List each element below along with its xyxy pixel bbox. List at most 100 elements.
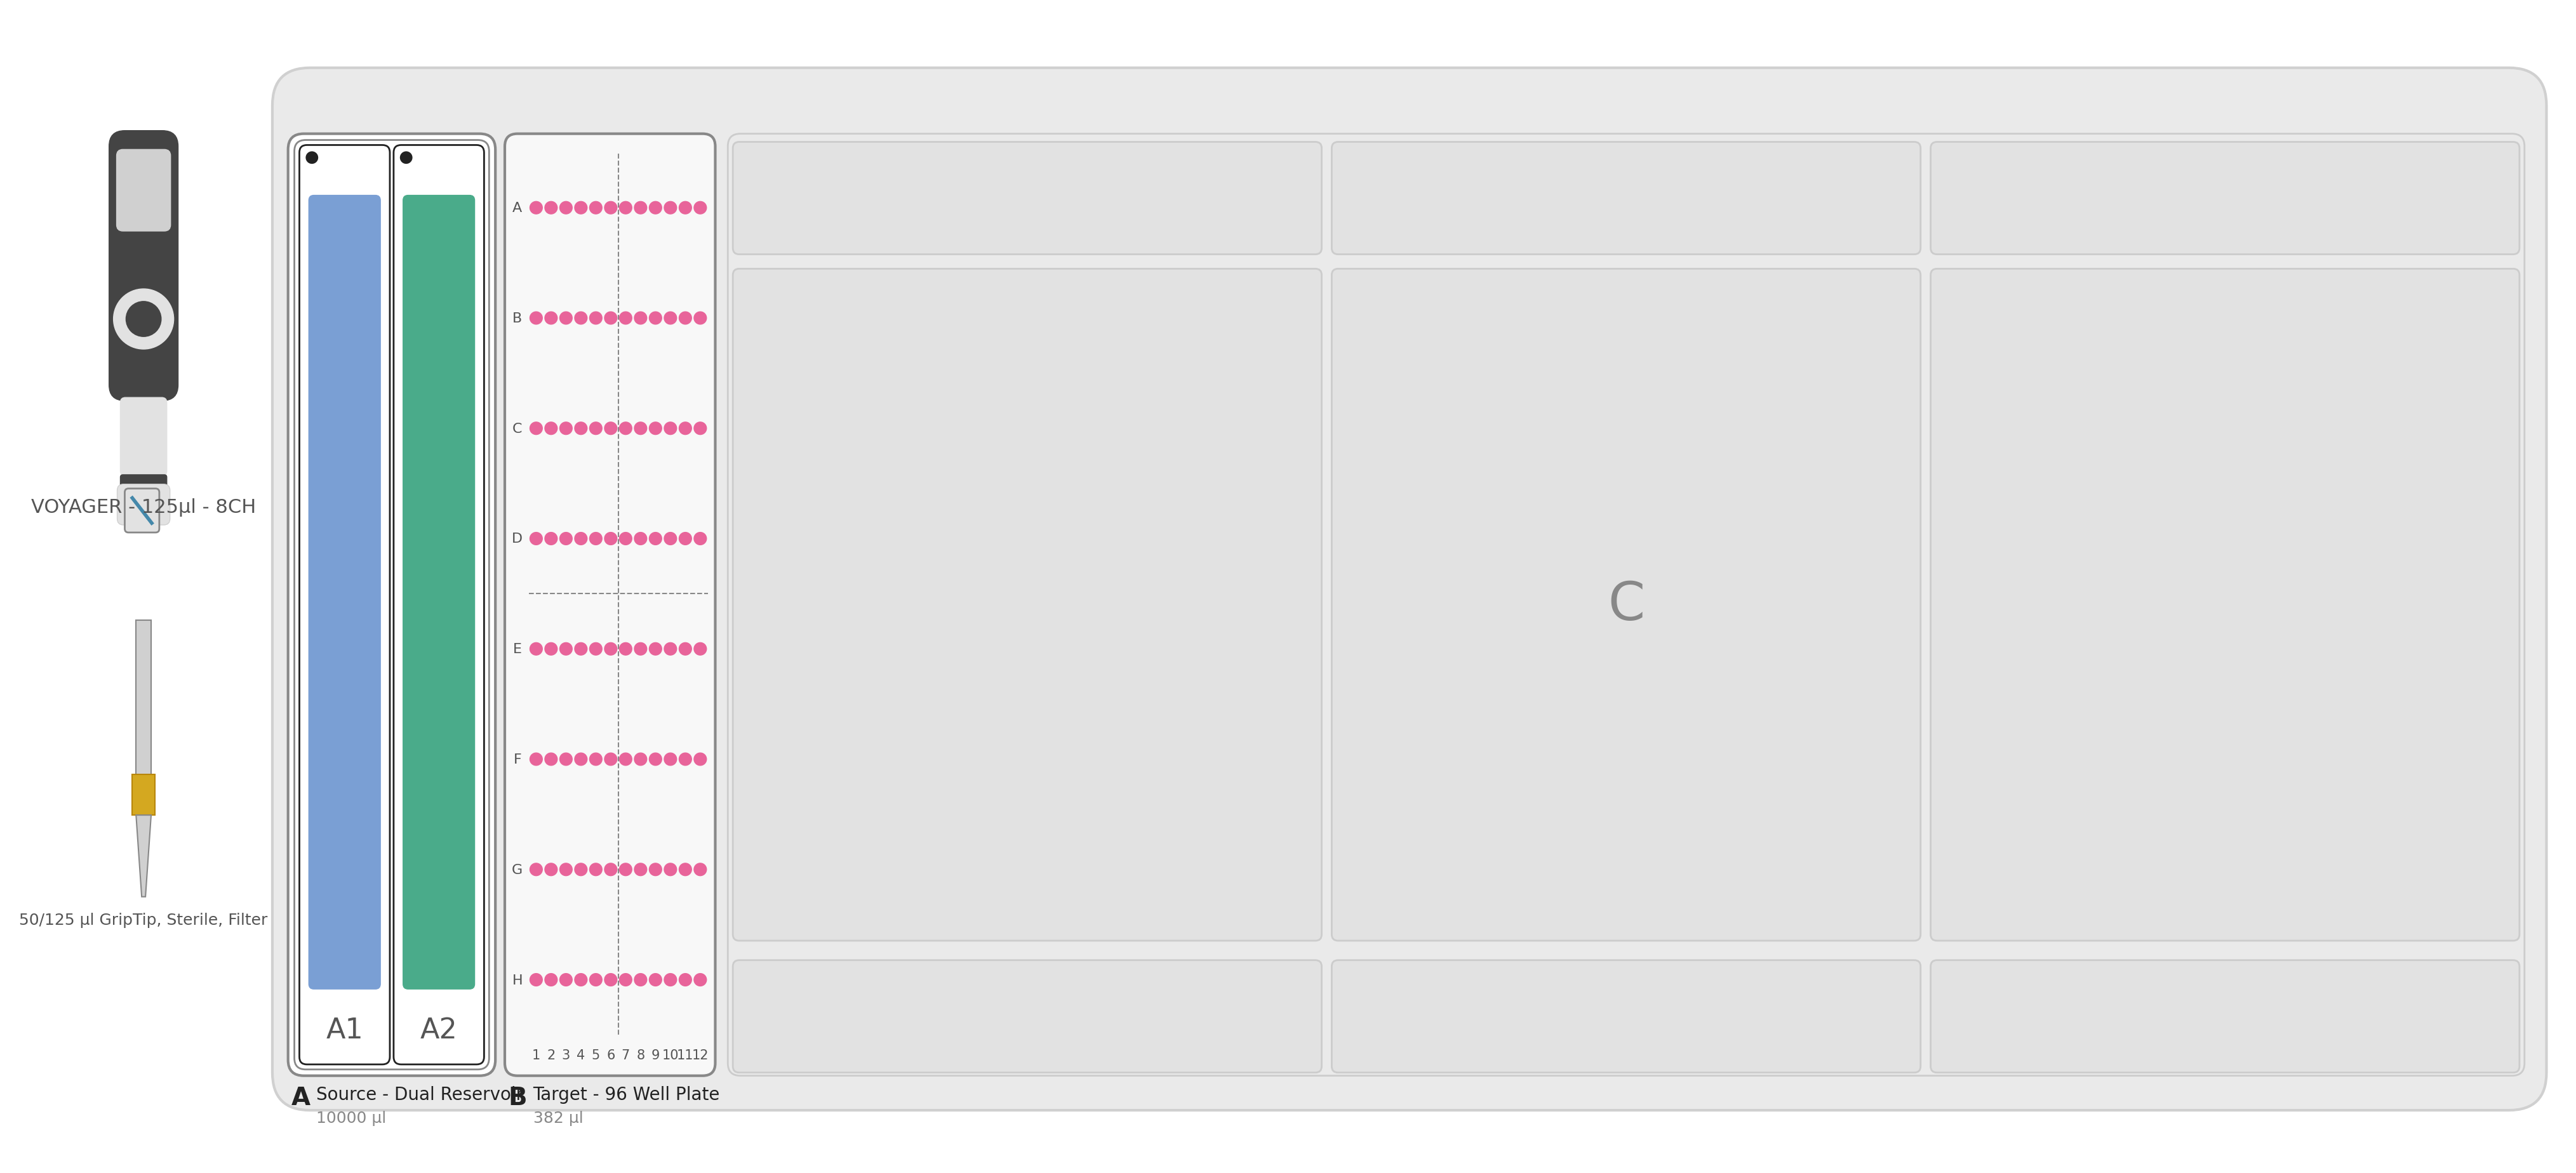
Circle shape	[649, 643, 662, 656]
Circle shape	[605, 643, 618, 656]
Circle shape	[544, 863, 556, 876]
Text: A: A	[513, 202, 523, 215]
Circle shape	[680, 422, 690, 435]
Circle shape	[574, 643, 587, 656]
Circle shape	[605, 863, 618, 876]
Circle shape	[531, 422, 544, 435]
FancyBboxPatch shape	[124, 489, 160, 533]
FancyBboxPatch shape	[273, 68, 2548, 1111]
Circle shape	[590, 312, 603, 325]
Circle shape	[531, 974, 544, 986]
FancyBboxPatch shape	[505, 134, 716, 1076]
Text: A1: A1	[327, 1016, 363, 1044]
FancyBboxPatch shape	[121, 475, 167, 488]
Circle shape	[634, 974, 647, 986]
Text: 2: 2	[546, 1049, 556, 1062]
Circle shape	[590, 533, 603, 545]
Text: 3: 3	[562, 1049, 569, 1062]
Circle shape	[544, 643, 556, 656]
Circle shape	[649, 863, 662, 876]
Circle shape	[307, 151, 319, 164]
Circle shape	[590, 643, 603, 656]
Circle shape	[590, 202, 603, 215]
Circle shape	[693, 422, 706, 435]
Circle shape	[665, 422, 677, 435]
Circle shape	[634, 533, 647, 545]
Circle shape	[605, 753, 618, 766]
FancyBboxPatch shape	[1929, 142, 2519, 255]
FancyBboxPatch shape	[299, 145, 389, 1064]
Circle shape	[559, 643, 572, 656]
Circle shape	[574, 753, 587, 766]
Text: B: B	[507, 1085, 526, 1110]
Bar	[131, 774, 155, 815]
Circle shape	[665, 312, 677, 325]
Circle shape	[605, 312, 618, 325]
Circle shape	[574, 863, 587, 876]
Circle shape	[559, 422, 572, 435]
Circle shape	[574, 533, 587, 545]
Circle shape	[618, 312, 631, 325]
Circle shape	[665, 643, 677, 656]
Text: C: C	[1607, 579, 1643, 631]
Circle shape	[618, 643, 631, 656]
Circle shape	[693, 312, 706, 325]
FancyBboxPatch shape	[1332, 142, 1922, 255]
Circle shape	[399, 151, 412, 164]
Text: A: A	[291, 1085, 309, 1110]
Circle shape	[693, 863, 706, 876]
Circle shape	[680, 202, 690, 215]
Text: Source - Dual Reservoir: Source - Dual Reservoir	[317, 1085, 523, 1103]
Text: 10000 µl: 10000 µl	[317, 1111, 386, 1126]
Circle shape	[605, 202, 618, 215]
FancyBboxPatch shape	[1332, 961, 1922, 1072]
Circle shape	[680, 863, 690, 876]
Text: B: B	[513, 312, 523, 325]
Circle shape	[634, 422, 647, 435]
Circle shape	[559, 312, 572, 325]
Text: 12: 12	[693, 1049, 708, 1062]
FancyBboxPatch shape	[116, 150, 170, 231]
FancyBboxPatch shape	[1929, 270, 2519, 941]
FancyBboxPatch shape	[729, 134, 2524, 1076]
Text: 4: 4	[577, 1049, 585, 1062]
Circle shape	[605, 974, 618, 986]
Text: E: E	[513, 643, 523, 656]
Circle shape	[634, 753, 647, 766]
FancyBboxPatch shape	[732, 142, 1321, 255]
Circle shape	[665, 974, 677, 986]
Text: VOYAGER - 125µl - 8CH: VOYAGER - 125µl - 8CH	[31, 499, 255, 517]
Circle shape	[113, 290, 173, 350]
Circle shape	[680, 312, 690, 325]
Circle shape	[618, 533, 631, 545]
Text: 50/125 µl GripTip, Sterile, Filter: 50/125 µl GripTip, Sterile, Filter	[21, 913, 268, 928]
Circle shape	[531, 863, 544, 876]
Circle shape	[634, 863, 647, 876]
Circle shape	[574, 202, 587, 215]
Circle shape	[590, 863, 603, 876]
Text: 9: 9	[652, 1049, 659, 1062]
Circle shape	[680, 643, 690, 656]
Text: 10: 10	[662, 1049, 680, 1062]
Circle shape	[680, 974, 690, 986]
Circle shape	[634, 312, 647, 325]
Text: H: H	[513, 974, 523, 986]
Circle shape	[559, 974, 572, 986]
Circle shape	[544, 753, 556, 766]
FancyBboxPatch shape	[1929, 961, 2519, 1072]
Circle shape	[649, 753, 662, 766]
Circle shape	[649, 422, 662, 435]
Circle shape	[531, 312, 544, 325]
Circle shape	[531, 533, 544, 545]
Polygon shape	[137, 815, 152, 897]
Circle shape	[680, 533, 690, 545]
Circle shape	[634, 202, 647, 215]
Circle shape	[544, 202, 556, 215]
FancyBboxPatch shape	[108, 131, 178, 401]
FancyBboxPatch shape	[1332, 270, 1922, 941]
Circle shape	[618, 974, 631, 986]
Text: F: F	[513, 753, 520, 766]
Circle shape	[544, 533, 556, 545]
FancyBboxPatch shape	[294, 141, 489, 1070]
FancyBboxPatch shape	[289, 134, 495, 1076]
